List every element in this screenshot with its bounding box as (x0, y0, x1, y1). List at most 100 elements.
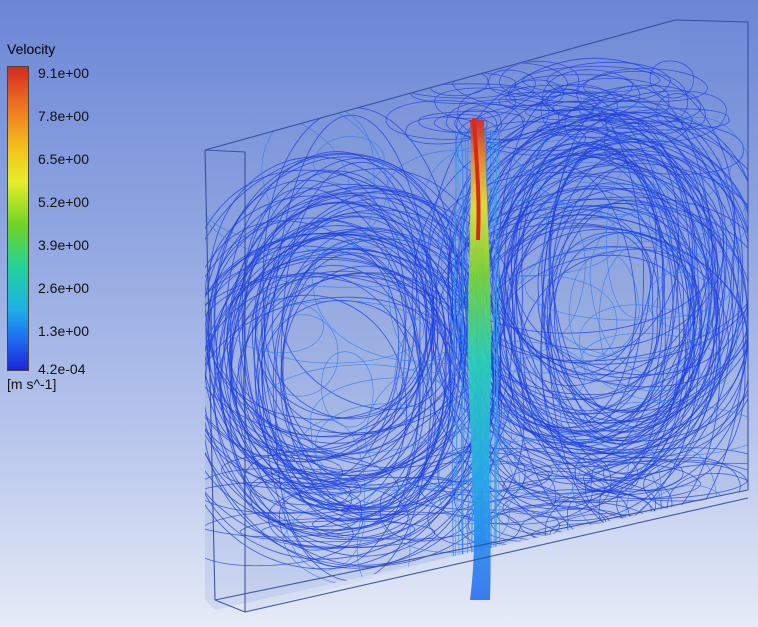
streamline (205, 273, 456, 475)
streamline (449, 217, 696, 444)
streamline (267, 486, 409, 549)
velocity-jet (468, 120, 492, 600)
streamline (649, 60, 695, 99)
streamline (239, 518, 415, 543)
streamline (541, 69, 641, 118)
streamline (513, 182, 720, 482)
streamline (521, 66, 661, 94)
streamline (578, 304, 721, 401)
streamline (648, 176, 747, 255)
streamline (460, 129, 465, 601)
legend-tick-max: 9.1e+00 (38, 65, 89, 81)
velocity-jet-core (472, 117, 481, 241)
streamline (255, 232, 445, 455)
streamline (482, 111, 748, 459)
streamline (205, 481, 362, 538)
streamline (249, 468, 361, 506)
streamline (403, 480, 561, 511)
streamline (546, 232, 702, 445)
streamline (653, 117, 748, 235)
streamline (583, 460, 748, 500)
streamline (394, 293, 537, 458)
streamline (464, 108, 679, 446)
streamline (466, 129, 470, 601)
streamline (577, 85, 701, 124)
streamline (428, 340, 586, 414)
streamline (580, 333, 719, 391)
streamline (589, 206, 714, 375)
streamline (551, 150, 694, 441)
streamline (205, 511, 354, 567)
streamline (480, 164, 734, 501)
streamline (582, 401, 748, 457)
legend-title: Velocity (7, 41, 56, 57)
streamline (546, 78, 670, 121)
streamline (282, 239, 451, 520)
streamline (499, 188, 746, 492)
streamline (478, 114, 699, 454)
legend-units: [m s^-1] (7, 376, 57, 392)
streamline (536, 120, 649, 138)
streamline (250, 477, 353, 530)
streamline (419, 147, 547, 297)
streamline (221, 454, 343, 489)
streamline (268, 246, 461, 288)
streamline (606, 160, 672, 319)
streamline (213, 179, 421, 496)
streamline (311, 236, 495, 362)
streamline (445, 99, 560, 140)
streamline (504, 128, 657, 376)
streamline (257, 300, 425, 364)
streamline (365, 363, 501, 487)
streamline (604, 108, 730, 131)
streamline (482, 412, 581, 515)
streamline (237, 272, 460, 472)
streamline (523, 246, 730, 321)
streamline (514, 74, 633, 103)
streamline (205, 152, 453, 462)
streamline (267, 314, 339, 397)
streamline (546, 61, 671, 102)
streamline (231, 270, 454, 494)
streamline (406, 451, 554, 493)
streamline (205, 468, 352, 514)
streamline (499, 61, 580, 98)
streamline (548, 159, 721, 534)
streamline (576, 71, 688, 128)
streamline (260, 520, 436, 548)
streamline (205, 275, 471, 531)
streamline (549, 85, 714, 428)
streamline (421, 460, 550, 492)
legend-tick-min: 4.2e-04 (38, 361, 86, 377)
streamline (502, 214, 661, 400)
streamline (384, 150, 513, 241)
streamline (434, 87, 517, 120)
streamline (575, 453, 639, 493)
streamline (261, 216, 447, 508)
streamline (309, 377, 513, 491)
streamline (433, 113, 488, 134)
streamline (454, 129, 461, 601)
streamline (461, 148, 748, 432)
streamline (495, 477, 656, 537)
streamline (521, 136, 666, 492)
streamline (513, 137, 722, 186)
streamline (280, 227, 455, 410)
streamline (502, 357, 562, 497)
streamline (637, 115, 684, 135)
streamline (438, 427, 521, 525)
streamline (533, 105, 733, 216)
streamline (477, 121, 587, 156)
streamline (226, 168, 507, 434)
streamline (502, 461, 702, 503)
streamline (447, 108, 744, 455)
streamline (210, 245, 427, 420)
streamline (591, 456, 683, 492)
streamline (457, 127, 748, 444)
streamline (508, 79, 564, 107)
streamline (477, 154, 674, 438)
streamline (279, 491, 364, 551)
streamline (253, 364, 450, 454)
streamline (488, 69, 536, 97)
